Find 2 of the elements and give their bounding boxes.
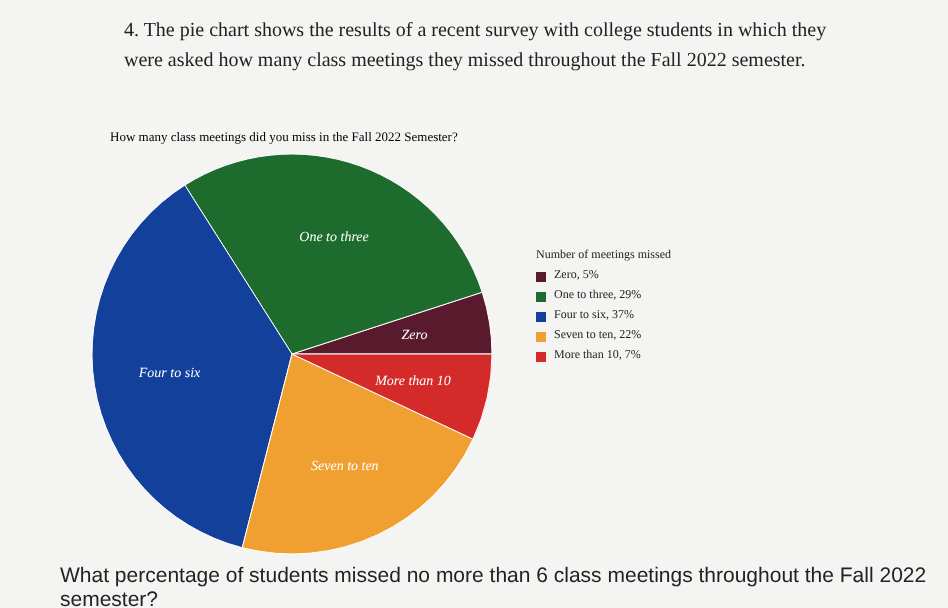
- text: What percentage of students missed no more than 6 class meetings throughout the Fall 2022 semester?: [60, 564, 929, 608]
- chart-title: 4. The pie chart shows the results of a recent survey with college students in which they were asked how many class meetings they missed throughout the Fall 2022 semester.: [124, 18, 829, 76]
